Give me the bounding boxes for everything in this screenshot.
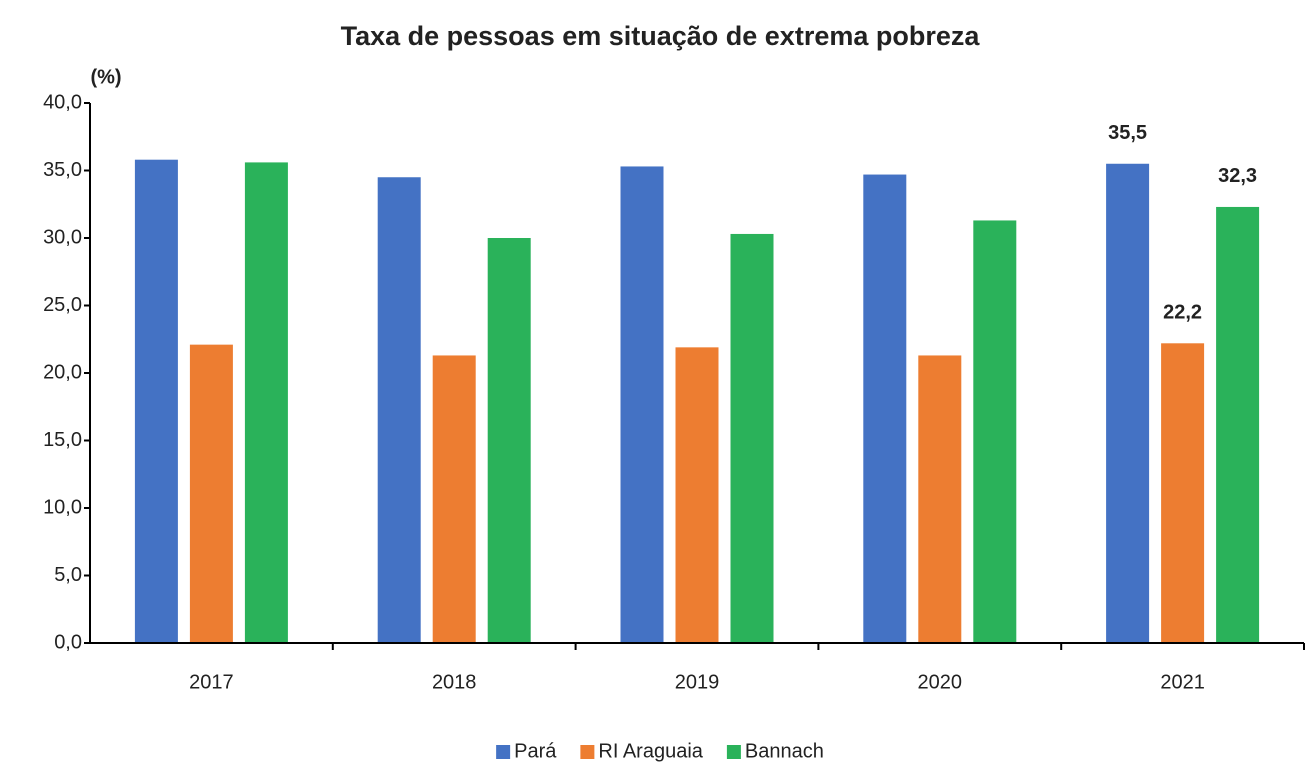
x-tick-label: 2017	[189, 671, 234, 693]
legend-label: Pará	[514, 740, 557, 762]
y-tick-label: 40,0	[43, 91, 82, 113]
y-axis-label: (%)	[90, 66, 121, 88]
bar	[487, 238, 531, 643]
bar	[620, 166, 664, 643]
bar	[1106, 163, 1150, 643]
x-tick-label: 2019	[675, 671, 720, 693]
x-tick-label: 2021	[1160, 671, 1205, 693]
bar	[189, 344, 233, 643]
y-tick-label: 25,0	[43, 294, 82, 316]
data-label: 32,3	[1218, 165, 1257, 187]
x-tick-label: 2018	[432, 671, 477, 693]
legend-swatch	[726, 745, 741, 759]
y-tick-label: 10,0	[43, 496, 82, 518]
legend-swatch	[496, 745, 511, 759]
y-tick-label: 5,0	[54, 564, 82, 586]
y-tick-label: 30,0	[43, 226, 82, 248]
bar	[432, 355, 476, 643]
chart-title: Taxa de pessoas em situação de extrema p…	[341, 21, 981, 51]
data-label: 35,5	[1108, 122, 1147, 144]
y-tick-label: 35,0	[43, 159, 82, 181]
legend-swatch	[580, 745, 595, 759]
bar	[244, 162, 288, 643]
bar	[675, 347, 719, 643]
bar	[134, 159, 178, 643]
data-label: 22,2	[1163, 302, 1202, 324]
bar	[1161, 343, 1205, 643]
legend-label: Bannach	[745, 740, 824, 762]
bar	[377, 177, 421, 643]
x-tick-label: 2020	[918, 671, 963, 693]
bar	[1216, 206, 1260, 643]
bar	[973, 220, 1017, 643]
y-tick-label: 20,0	[43, 361, 82, 383]
bar	[918, 355, 962, 643]
y-tick-label: 0,0	[54, 631, 82, 653]
bar	[863, 174, 907, 644]
legend-label: RI Araguaia	[598, 740, 703, 762]
bar	[730, 233, 774, 643]
y-tick-label: 15,0	[43, 429, 82, 451]
